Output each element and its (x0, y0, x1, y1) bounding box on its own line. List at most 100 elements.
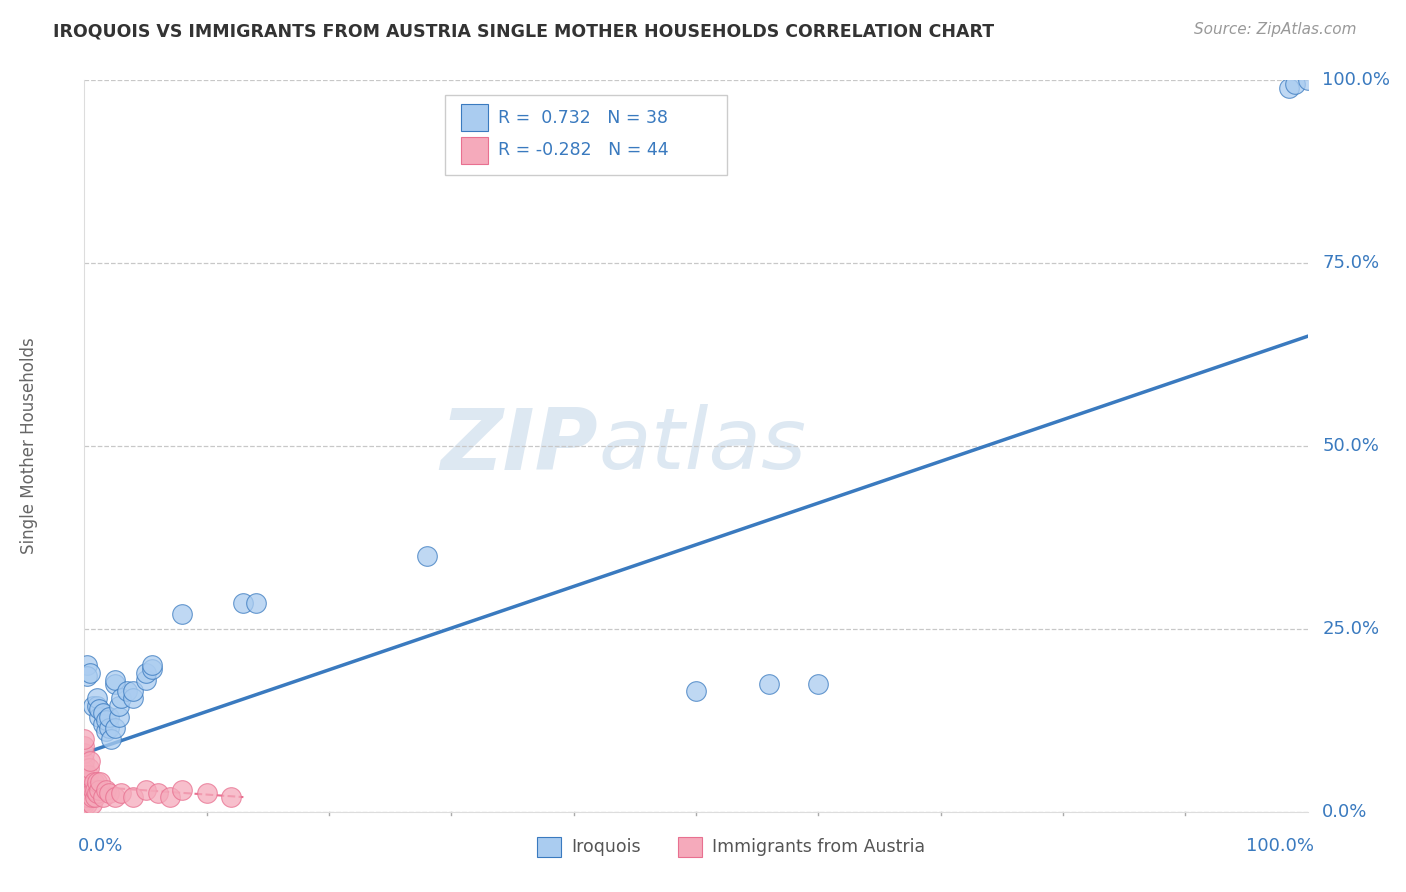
Point (122, 790, 145, 805)
Point (758, 676, 780, 690)
Point (1284, 77, 1306, 91)
Point (86, 775, 108, 789)
Point (219, 790, 242, 805)
Bar (461, 103, 488, 131)
Point (97, 709, 120, 723)
Text: Iroquois: Iroquois (571, 838, 641, 855)
Text: R =  0.732   N = 38: R = 0.732 N = 38 (498, 109, 668, 127)
Point (73, 739, 96, 753)
Point (82, 698, 104, 713)
Point (73, 731, 96, 746)
Point (232, 596, 254, 610)
Point (82, 782, 104, 797)
Point (135, 673, 157, 687)
Point (146, 787, 169, 801)
Text: Single Mother Households: Single Mother Households (20, 338, 38, 554)
Point (91, 706, 114, 720)
Point (76, 658, 98, 673)
Point (77, 761, 100, 775)
Point (195, 787, 218, 801)
Point (172, 607, 194, 622)
Point (73, 797, 96, 812)
Point (104, 676, 127, 690)
Text: 25.0%: 25.0% (1322, 620, 1379, 638)
Point (77, 768, 100, 782)
Point (86, 698, 108, 713)
Text: 75.0%: 75.0% (1322, 254, 1379, 272)
Point (685, 684, 707, 698)
Text: atlas: atlas (598, 404, 806, 488)
Point (96, 724, 118, 739)
Point (84, 782, 107, 797)
Point (141, 662, 163, 676)
Point (107, 698, 129, 713)
Text: ZIP: ZIP (440, 404, 598, 488)
Point (159, 790, 181, 805)
Point (76, 782, 98, 797)
Point (73, 768, 96, 782)
Point (91, 717, 114, 731)
Point (73, 787, 96, 801)
Point (104, 673, 127, 687)
Point (79, 754, 101, 768)
Point (416, 549, 439, 563)
Point (83, 775, 105, 789)
Point (1296, 73, 1319, 87)
Point (245, 596, 267, 610)
Point (73, 775, 96, 789)
Text: R = -0.282   N = 44: R = -0.282 N = 44 (498, 142, 668, 160)
Point (89, 775, 111, 789)
Point (135, 782, 157, 797)
Point (73, 790, 96, 805)
Point (73, 761, 96, 775)
Point (86, 787, 108, 801)
Point (73, 754, 96, 768)
Point (79, 665, 101, 680)
Point (86, 691, 108, 706)
Point (100, 731, 122, 746)
Point (76, 669, 98, 683)
Point (110, 691, 132, 706)
Text: 100.0%: 100.0% (1246, 838, 1313, 855)
Point (104, 790, 127, 805)
Point (104, 721, 127, 735)
Point (172, 782, 194, 797)
Text: 50.0%: 50.0% (1322, 437, 1379, 455)
Point (73, 746, 96, 760)
Point (122, 691, 145, 706)
Point (73, 782, 96, 797)
Bar (537, 837, 561, 857)
Point (80, 790, 103, 805)
Point (73, 794, 96, 808)
Point (73, 779, 96, 793)
Point (96, 714, 118, 728)
Point (87, 702, 110, 716)
Point (76, 797, 98, 812)
Point (115, 684, 138, 698)
Text: Source: ZipAtlas.com: Source: ZipAtlas.com (1194, 22, 1357, 37)
Point (84, 790, 107, 805)
Text: 0.0%: 0.0% (79, 838, 124, 855)
Bar (461, 136, 488, 164)
Text: 100.0%: 100.0% (1322, 71, 1391, 89)
Point (96, 782, 118, 797)
Point (73, 764, 96, 779)
Point (110, 787, 132, 801)
Point (807, 676, 830, 690)
Point (73, 772, 96, 786)
Text: Immigrants from Austria: Immigrants from Austria (711, 838, 925, 855)
Point (91, 790, 114, 805)
Point (97, 787, 120, 801)
Point (107, 709, 129, 723)
Point (76, 790, 98, 805)
Bar (678, 837, 702, 857)
Point (141, 658, 163, 673)
Point (87, 709, 110, 723)
FancyBboxPatch shape (446, 95, 727, 176)
Point (80, 797, 103, 812)
Point (87, 782, 110, 797)
Point (97, 721, 120, 735)
Point (77, 775, 100, 789)
Point (1278, 80, 1301, 95)
Text: 0.0%: 0.0% (1322, 803, 1368, 821)
